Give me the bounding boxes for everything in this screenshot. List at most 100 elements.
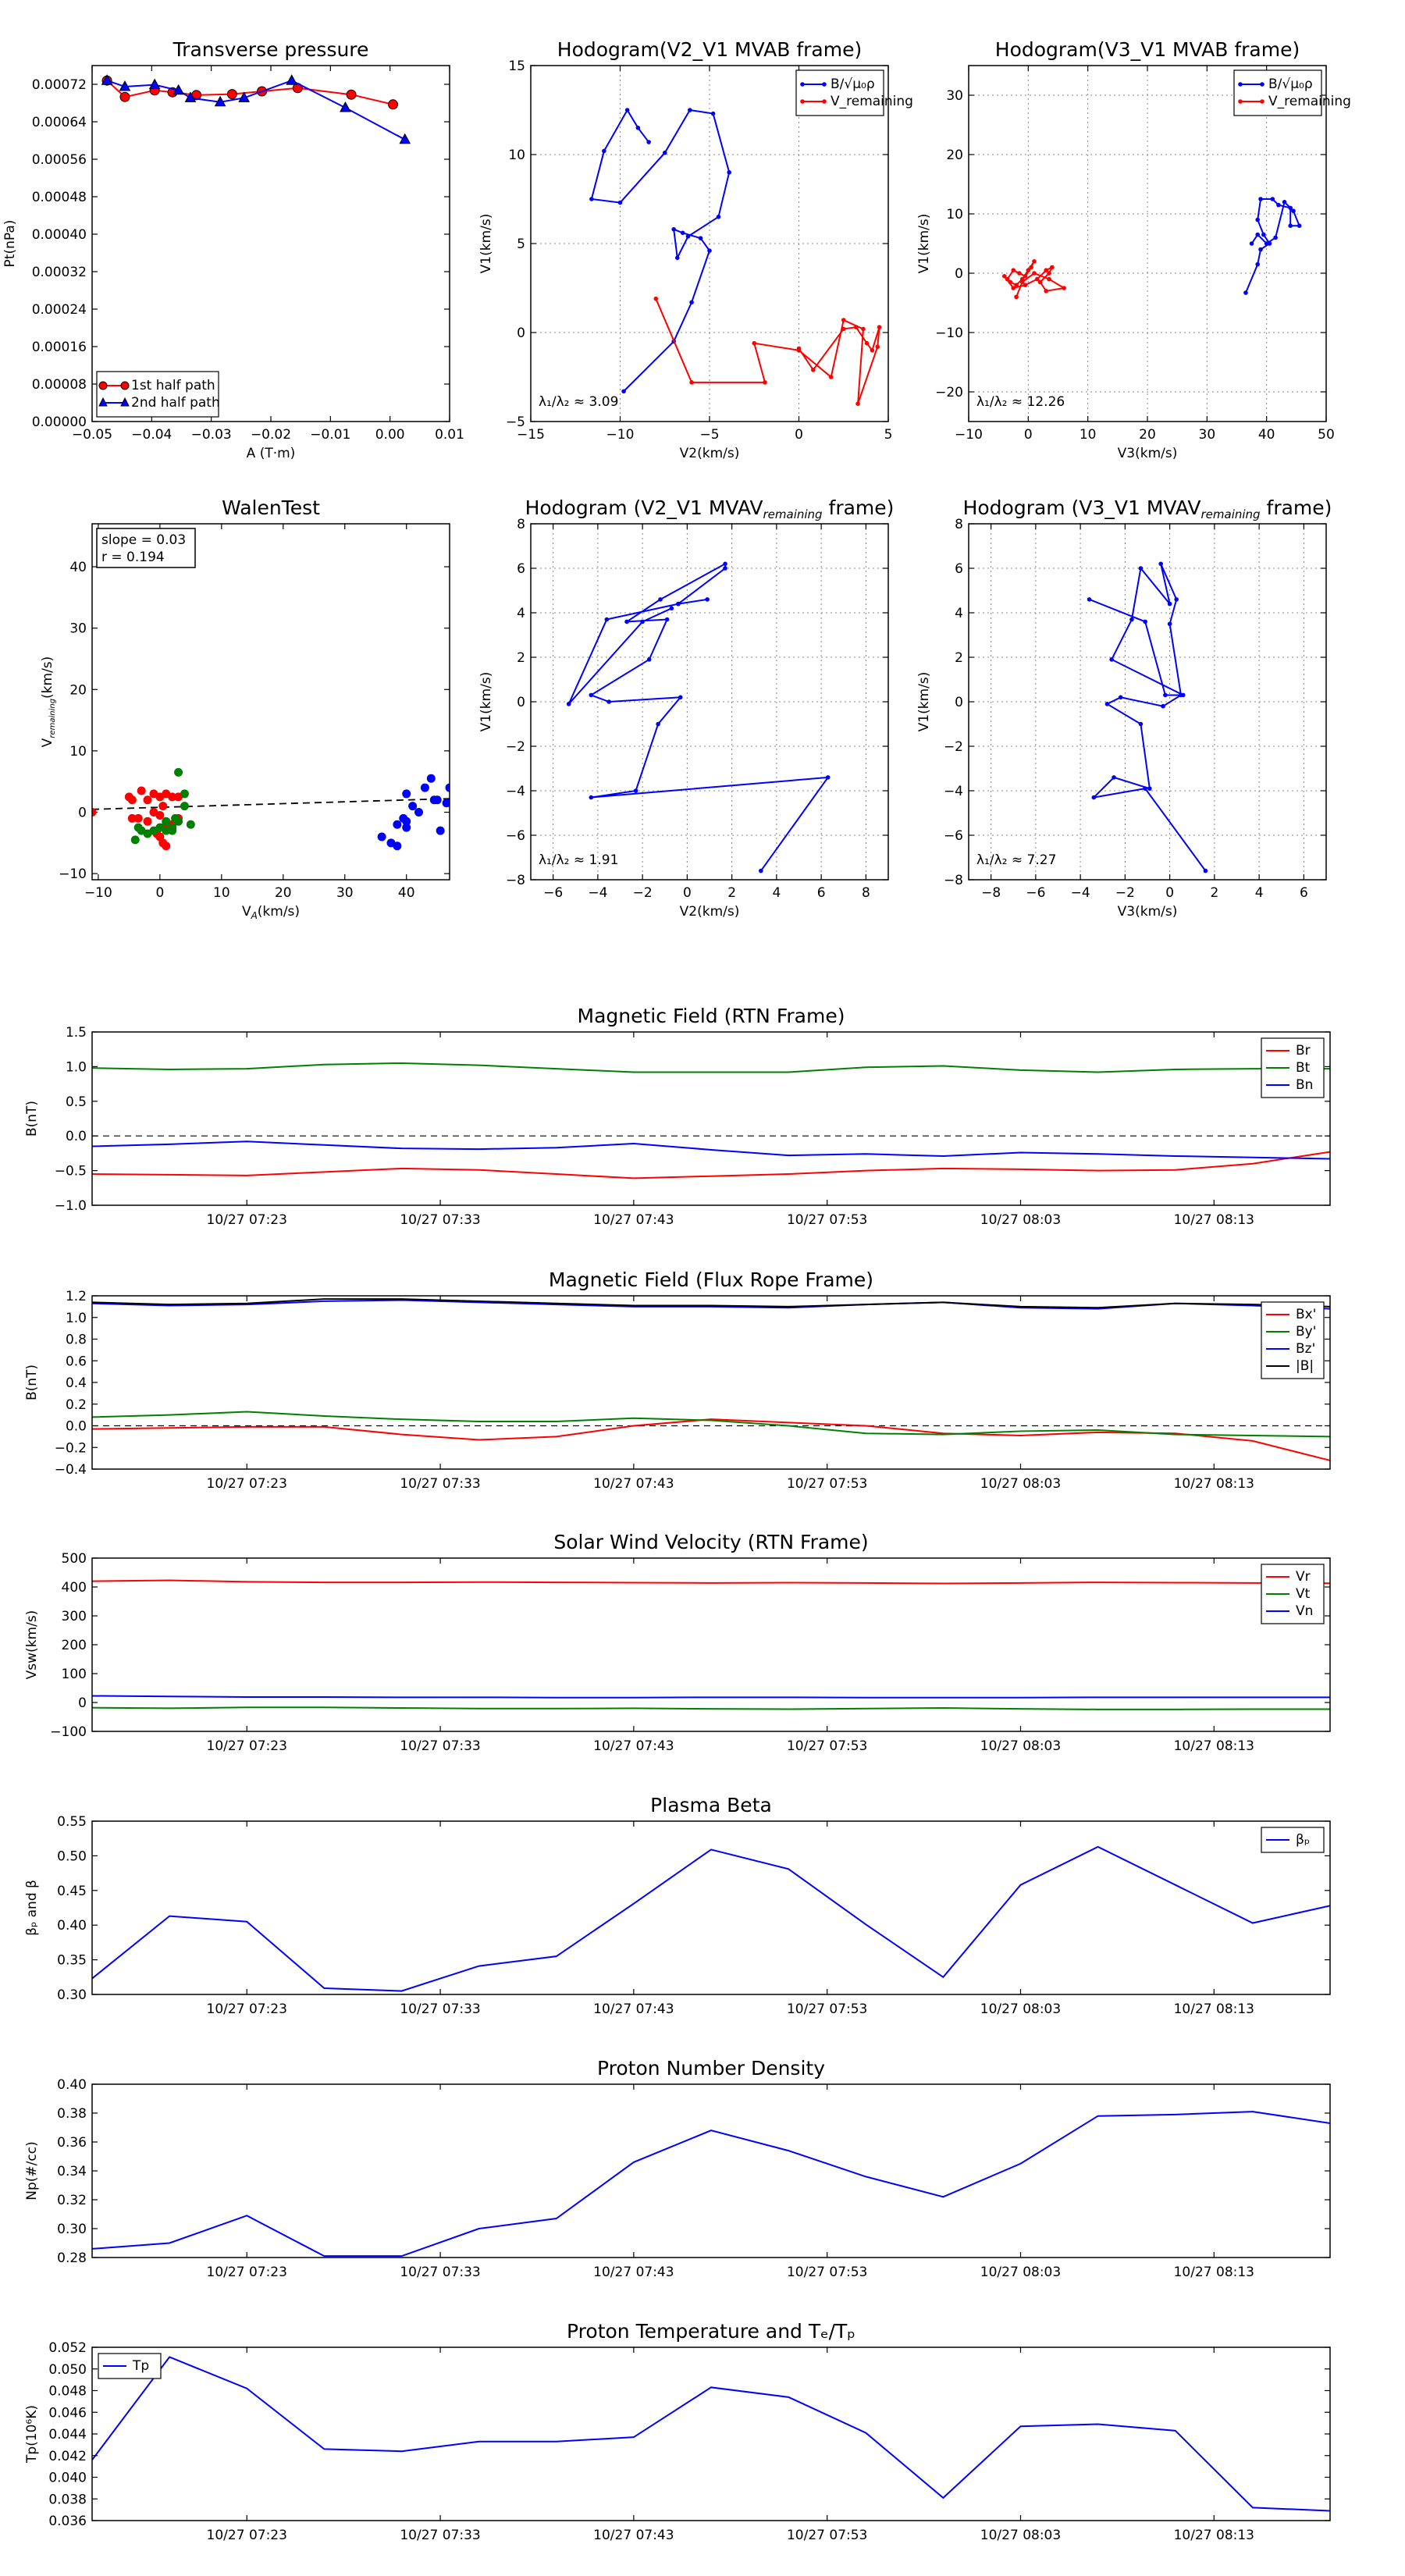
x-tick-label: −8 <box>981 885 1001 901</box>
panel-np: 10/27 07:23 10/27 07:33 10/27 07:43 10/27 0… <box>24 2057 1331 2280</box>
data-point <box>143 817 152 826</box>
data-point <box>133 813 143 823</box>
data-point <box>1034 276 1040 282</box>
data-point <box>1158 561 1163 567</box>
x-tick-label: −15 <box>517 427 545 443</box>
y-tick-label: 0.0 <box>66 1419 87 1435</box>
legend-marker <box>98 381 108 390</box>
data-point <box>763 380 767 385</box>
x-axis-label: V3(km/s) <box>1118 446 1178 461</box>
x-tick-label: −4 <box>1071 885 1090 901</box>
x-tick-label: 0.00 <box>375 427 405 443</box>
y-tick-label: −10 <box>935 326 963 341</box>
y-axis-label: Vsw(km/s) <box>24 1610 40 1680</box>
y-axis-label: Vremaining(km/s) <box>40 656 57 748</box>
x-tick-label: 10/27 07:23 <box>207 2001 287 2017</box>
x-tick-label: 10/27 07:53 <box>787 2265 867 2280</box>
panel-pt: −0.05 −0.04 −0.03 −0.02 −0.01 0.00 0.01 0.00000… <box>2 38 464 461</box>
plot-area <box>92 767 450 851</box>
x-axis-label: V3(km/s) <box>1118 904 1178 920</box>
y-tick-label: 0 <box>517 326 525 341</box>
data-point <box>1163 692 1168 698</box>
data-point <box>796 346 802 351</box>
data-point <box>705 597 710 602</box>
axes-frame <box>91 2083 1331 2258</box>
y-tick-label: 0.038 <box>48 2492 87 2507</box>
x-axis-label: V2(km/s) <box>680 904 740 920</box>
y-tick-label: 0.2 <box>66 1397 87 1413</box>
plot-area <box>1087 561 1208 873</box>
plot-area <box>566 561 831 873</box>
data-point <box>1258 247 1263 252</box>
panel-title: Hodogram (V3_V1 MVAVremaining frame) <box>963 496 1332 521</box>
data-point <box>680 230 685 236</box>
legend-label: Bn <box>1296 1077 1313 1093</box>
data-point <box>340 101 351 112</box>
y-tick-label: −100 <box>50 1724 87 1740</box>
data-point <box>442 799 450 808</box>
data-point <box>1167 621 1172 627</box>
x-tick-label: 10/27 08:03 <box>980 2001 1061 2017</box>
x-tick-label: −0.02 <box>251 427 291 443</box>
panel-h2: −10 0 10 20 30 40 50 −20 −10 0 10 20 30 Hodogram(V3_V… <box>916 38 1351 461</box>
y-tick-label: 30 <box>946 88 963 104</box>
legend-frame <box>1233 69 1322 116</box>
y-tick-label: 0.38 <box>57 2106 87 2122</box>
data-point <box>408 802 418 811</box>
data-point <box>1037 279 1043 285</box>
y-tick-label: 0.050 <box>48 2362 87 2378</box>
data-point <box>566 702 571 706</box>
panel-title: Solar Wind Velocity (RTN Frame) <box>553 1531 868 1553</box>
x-tick-label: 10/27 07:53 <box>787 2528 867 2543</box>
data-point <box>1129 617 1134 622</box>
data-point <box>825 775 831 780</box>
y-tick-label: 0.044 <box>48 2427 87 2443</box>
x-tick-label: 10/27 07:33 <box>400 1476 480 1492</box>
legend-frame <box>96 371 219 418</box>
y-tick-label: 1.0 <box>66 1059 87 1075</box>
series-line-Bt <box>92 1062 1330 1073</box>
y-tick-label: 4 <box>517 606 525 621</box>
legend-marker <box>120 397 130 407</box>
legend: Tp <box>98 2353 162 2379</box>
y-tick-label: −6 <box>944 828 963 844</box>
data-point <box>653 296 659 301</box>
data-point <box>602 148 606 154</box>
data-point <box>1288 205 1293 211</box>
legend-marker <box>1260 99 1264 104</box>
data-point <box>723 561 727 567</box>
legend-label: Tp <box>132 2358 149 2374</box>
data-point <box>426 774 436 783</box>
plot-area <box>92 2356 1330 2512</box>
data-point <box>436 826 445 835</box>
y-tick-label: 0.28 <box>57 2250 87 2266</box>
data-point <box>606 699 611 704</box>
data-point <box>1044 289 1049 294</box>
eigenvalue-ratio-label: λ₁/λ₂ ≈ 12.26 <box>976 394 1065 410</box>
y-tick-label: 1.5 <box>66 1025 87 1041</box>
x-tick-label: 10/27 07:43 <box>593 1212 674 1228</box>
legend-label: V_remaining <box>1268 94 1351 109</box>
data-point <box>1062 286 1066 290</box>
data-point <box>1091 795 1097 800</box>
axes-frame <box>91 1295 1331 1470</box>
axes-frame <box>91 523 450 881</box>
data-point <box>662 150 667 155</box>
panel-title: Plasma Beta <box>650 1794 772 1816</box>
data-point <box>1203 868 1208 873</box>
x-tick-label: 10/27 07:53 <box>787 1738 867 1754</box>
data-point <box>688 108 692 112</box>
data-point <box>92 808 97 817</box>
y-tick-label: 0.34 <box>57 2164 87 2179</box>
data-point <box>646 140 651 144</box>
data-point <box>875 344 880 350</box>
y-tick-label: 0 <box>955 695 963 710</box>
x-tick-label: 4 <box>1255 885 1264 901</box>
data-point <box>1047 271 1051 276</box>
data-point <box>861 326 866 332</box>
series-line <box>590 109 731 392</box>
data-point <box>119 80 131 91</box>
plot-area <box>589 108 882 406</box>
series-line-Np <box>92 2111 1330 2258</box>
